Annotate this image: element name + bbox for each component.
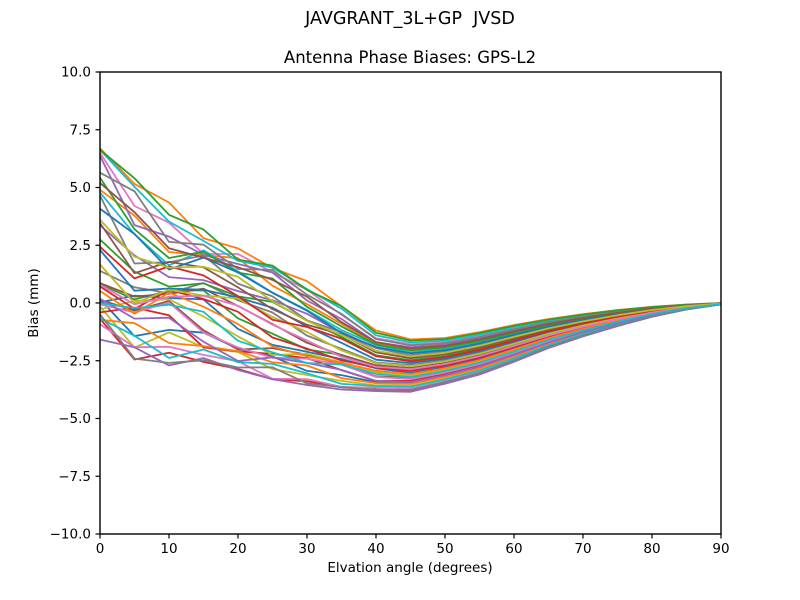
x-tick-label: 10 bbox=[160, 541, 177, 557]
series-line bbox=[100, 218, 721, 358]
y-tick-label: −7.5 bbox=[58, 469, 91, 485]
y-tick-label: 0.0 bbox=[70, 296, 91, 312]
series-line bbox=[100, 245, 721, 363]
y-tick-label: 7.5 bbox=[70, 122, 91, 138]
series-line bbox=[100, 148, 721, 342]
x-tick-label: 20 bbox=[229, 541, 246, 557]
y-tick-label: −2.5 bbox=[58, 353, 91, 369]
series-line bbox=[100, 302, 721, 379]
series-line bbox=[100, 283, 721, 371]
y-tick-label: −5.0 bbox=[58, 411, 91, 427]
x-tick-label: 90 bbox=[712, 541, 729, 557]
x-tick-label: 80 bbox=[643, 541, 660, 557]
series-line bbox=[100, 297, 721, 383]
x-tick-label: 60 bbox=[505, 541, 522, 557]
x-tick-label: 70 bbox=[574, 541, 591, 557]
series-line bbox=[100, 188, 721, 351]
series-line bbox=[100, 171, 721, 347]
x-axis-ticks: 0 10 20 30 40 50 60 70 80 90 bbox=[96, 534, 730, 557]
series-lines bbox=[100, 147, 721, 393]
series-line bbox=[100, 303, 721, 391]
y-axis-label: Bias (mm) bbox=[26, 268, 42, 337]
x-tick-label: 0 bbox=[96, 541, 105, 557]
chart-subtitle: Antenna Phase Biases: GPS-L2 bbox=[284, 48, 536, 67]
series-line bbox=[100, 290, 721, 376]
y-tick-label: −10.0 bbox=[50, 527, 91, 543]
chart-title: JAVGRANT_3L+GP JVSD bbox=[304, 9, 515, 29]
x-tick-label: 50 bbox=[436, 541, 453, 557]
x-tick-label: 40 bbox=[367, 541, 384, 557]
x-tick-label: 30 bbox=[298, 541, 315, 557]
y-tick-label: 2.5 bbox=[70, 238, 91, 254]
y-tick-label: 5.0 bbox=[70, 180, 91, 196]
series-line bbox=[100, 181, 721, 350]
x-axis-label: Elvation angle (degrees) bbox=[327, 560, 492, 576]
y-axis-ticks: 10.0 7.5 5.0 2.5 0.0 −2.5 −5.0 −7.5 −10.0 bbox=[50, 65, 100, 543]
y-tick-label: 10.0 bbox=[61, 65, 91, 81]
